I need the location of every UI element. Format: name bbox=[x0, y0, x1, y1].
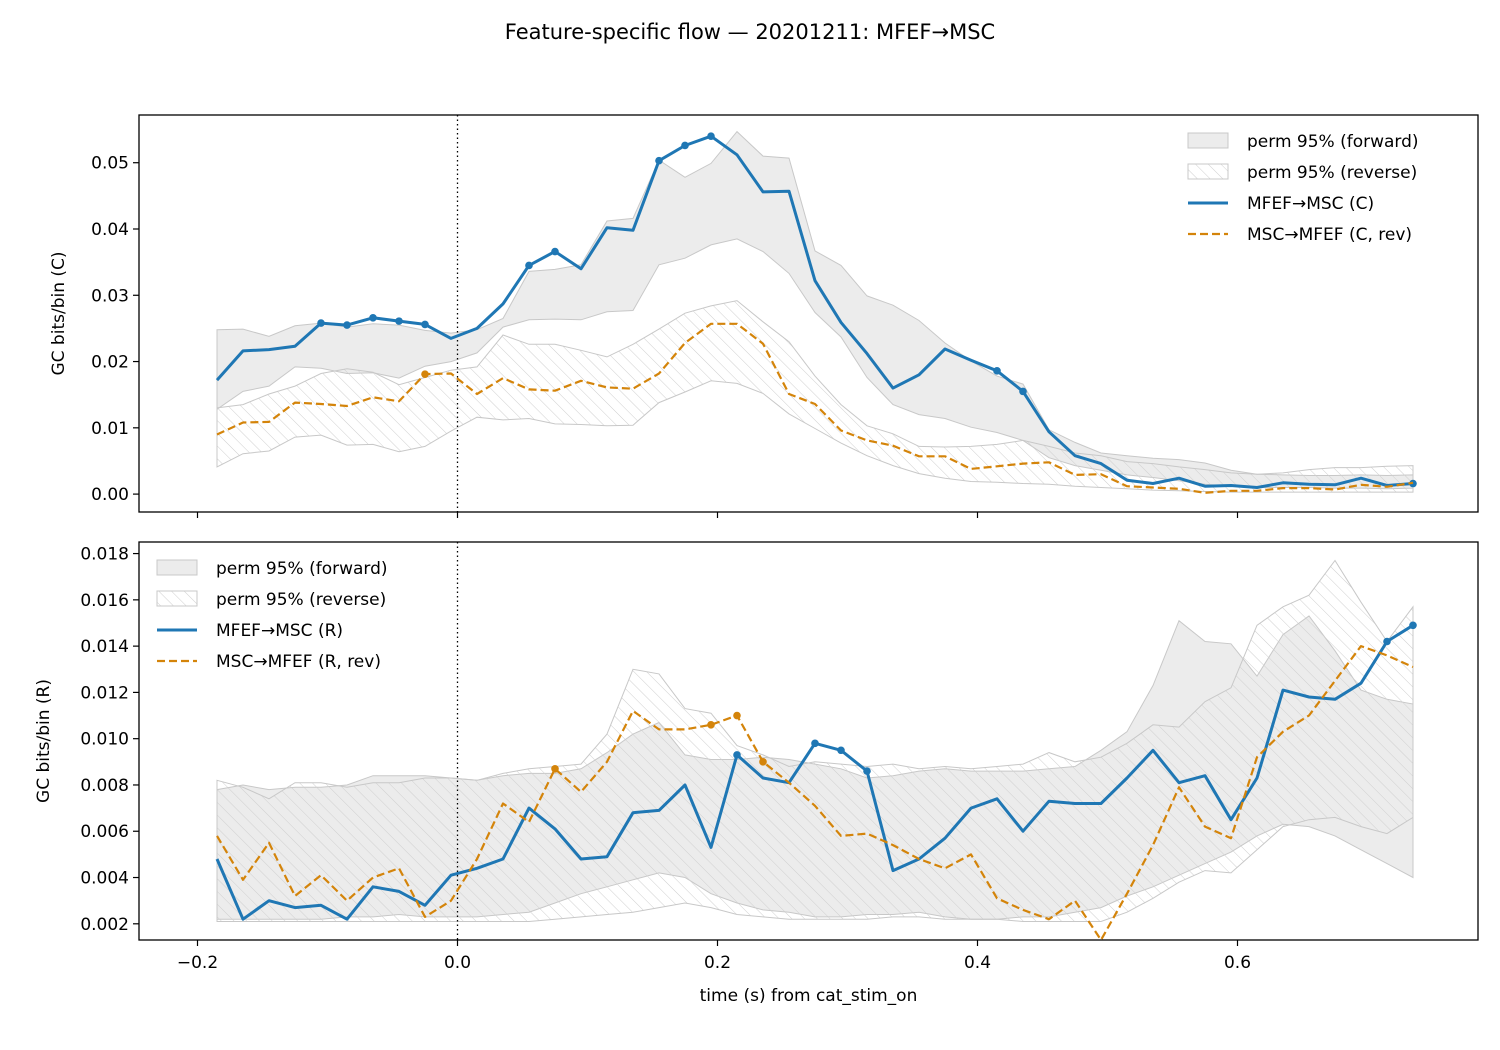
legend: perm 95% (forward) perm 95% (reverse) MFEF… bbox=[156, 559, 388, 672]
series-reverse-line bbox=[216, 645, 1414, 940]
plot-area bbox=[215, 115, 1417, 512]
legend-entry-label: MSC→MFEF (R, rev) bbox=[216, 652, 381, 672]
axes-frame bbox=[138, 114, 1479, 513]
legend-entry-label: perm 95% (forward) bbox=[1247, 132, 1419, 152]
significance-marker bbox=[369, 314, 377, 322]
legend-swatch-band-reverse bbox=[1187, 163, 1229, 180]
y-tick-label: 0.008 bbox=[80, 776, 129, 796]
y-tick-label: 0.03 bbox=[91, 286, 129, 306]
legend: perm 95% (forward) perm 95% (reverse) MFEF… bbox=[1187, 132, 1419, 245]
y-tick-label: 0.018 bbox=[80, 545, 129, 565]
plot-area bbox=[215, 542, 1417, 940]
figure-title: Feature-specific flow — 20201211: MFEF→M… bbox=[505, 20, 995, 44]
x-tick-label: 0.2 bbox=[704, 953, 731, 973]
x-tick-label: 0.4 bbox=[964, 953, 991, 973]
band-reverse bbox=[216, 300, 1414, 493]
significance-marker bbox=[707, 132, 715, 141]
significance-marker bbox=[681, 141, 689, 150]
x-tick-label: 0.6 bbox=[1224, 953, 1251, 973]
y-tick-label: 0.01 bbox=[91, 419, 129, 439]
significance-marker bbox=[863, 767, 871, 775]
bottom-panel: −0.2 0.0 0.2 0.4 0.6 0.002 0.004 0.006 0.008 0.01… bbox=[34, 541, 1479, 1006]
y-tick-label: 0.012 bbox=[80, 683, 129, 703]
significance-marker bbox=[421, 320, 429, 329]
significance-marker bbox=[811, 739, 819, 748]
significance-marker bbox=[733, 711, 741, 720]
axes-frame bbox=[138, 541, 1479, 941]
legend-entry-label: MSC→MFEF (C, rev) bbox=[1247, 225, 1412, 245]
y-tick-label: 0.016 bbox=[80, 591, 129, 611]
y-tick-label: 0.002 bbox=[80, 915, 129, 935]
x-axis-label: time (s) from cat_stim_on bbox=[700, 986, 918, 1006]
significance-marker bbox=[759, 758, 767, 766]
y-tick-label: 0.00 bbox=[91, 485, 129, 505]
significance-marker bbox=[837, 746, 845, 755]
significance-marker bbox=[525, 261, 533, 270]
y-tick-label: 0.04 bbox=[91, 220, 129, 240]
significance-marker bbox=[1019, 387, 1027, 396]
y-tick-label: 0.010 bbox=[80, 730, 129, 750]
significance-marker bbox=[421, 370, 429, 378]
significance-marker bbox=[343, 321, 351, 329]
y-axis-label: GC bits/bin (C) bbox=[49, 251, 69, 375]
legend-swatch-band-reverse bbox=[156, 590, 198, 607]
top-panel: 0.00 0.01 0.02 0.03 0.04 0.05 GC bits/bin (C) p… bbox=[49, 114, 1479, 518]
y-tick-label: 0.02 bbox=[91, 353, 129, 373]
significance-marker bbox=[395, 317, 403, 325]
legend-entry-label: MFEF→MSC (C) bbox=[1247, 194, 1374, 214]
legend-entry-label: perm 95% (reverse) bbox=[216, 590, 386, 610]
significance-marker bbox=[1409, 621, 1417, 630]
legend-entry-label: perm 95% (reverse) bbox=[1247, 163, 1417, 183]
legend-entry-label: MFEF→MSC (R) bbox=[216, 621, 343, 641]
y-tick-label: 0.004 bbox=[80, 869, 129, 889]
x-tick-label: −0.2 bbox=[177, 953, 218, 973]
series-reverse-line bbox=[216, 322, 1414, 494]
legend-entry-label: perm 95% (forward) bbox=[216, 559, 388, 579]
series-forward-line bbox=[215, 134, 1414, 489]
x-tick-label: 0.0 bbox=[444, 953, 471, 973]
significance-marker bbox=[707, 721, 715, 729]
significance-marker bbox=[1383, 637, 1391, 646]
y-tick-label: 0.05 bbox=[91, 154, 129, 174]
significance-marker bbox=[655, 156, 663, 165]
legend-swatch-band-forward bbox=[1187, 132, 1229, 149]
significance-marker bbox=[317, 319, 325, 327]
y-tick-label: 0.006 bbox=[80, 822, 129, 842]
y-axis-label: GC bits/bin (R) bbox=[34, 679, 54, 803]
significance-marker bbox=[551, 764, 559, 773]
significance-marker bbox=[551, 247, 559, 256]
significance-marker bbox=[993, 367, 1001, 375]
y-tick-label: 0.014 bbox=[80, 637, 129, 657]
significance-marker bbox=[733, 751, 741, 759]
legend-swatch-band-forward bbox=[156, 559, 198, 576]
